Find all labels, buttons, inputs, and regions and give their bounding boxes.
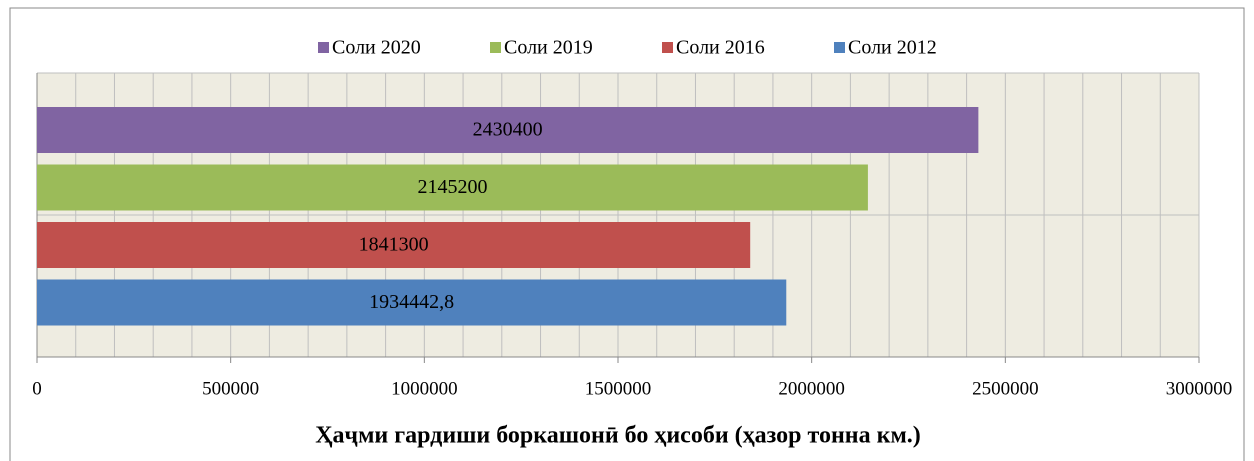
x-tick-label: 1000000 [391, 378, 458, 399]
bar [37, 279, 787, 326]
bar [37, 164, 868, 211]
legend-label: Соли 2020 [332, 37, 421, 59]
legend-swatch [318, 42, 329, 53]
x-tick-label: 500000 [202, 378, 259, 399]
legend-swatch [662, 42, 673, 53]
bar [37, 222, 751, 268]
legend-label: Соли 2019 [504, 37, 593, 59]
x-tick-label: 2500000 [972, 378, 1039, 399]
x-tick-label: 3000000 [1166, 378, 1233, 399]
legend-swatch [490, 42, 501, 53]
legend-label: Соли 2016 [676, 37, 765, 59]
x-axis-title: Ҳаҷми гардиши боркашонӣ бо ҳисоби (ҳазор… [315, 423, 921, 449]
data-label: 1841300 [359, 234, 429, 256]
x-tick-label: 0 [32, 378, 42, 399]
x-tick-label: 1500000 [585, 378, 652, 399]
data-label: 2145200 [417, 176, 487, 198]
bar [37, 107, 979, 153]
data-label: 1934442,8 [369, 291, 454, 313]
legend-swatch [834, 42, 845, 53]
x-tick-label: 2000000 [778, 378, 845, 399]
legend-label: Соли 2012 [848, 37, 937, 59]
data-label: 2430400 [473, 119, 543, 141]
